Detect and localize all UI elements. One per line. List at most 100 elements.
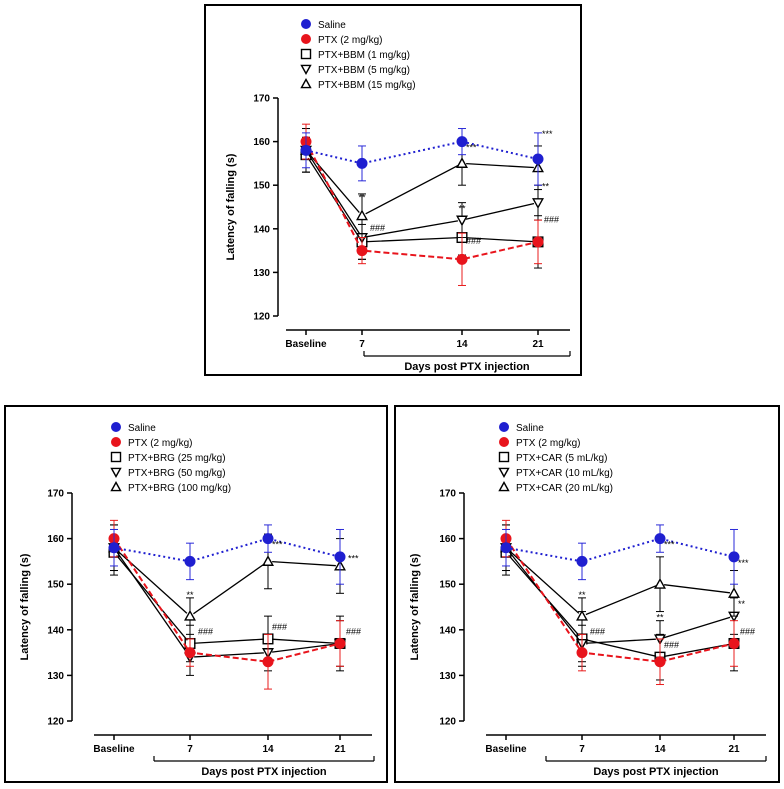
legend-label: Saline bbox=[128, 423, 156, 434]
significance-label: ### bbox=[466, 236, 481, 246]
data-point-ptx bbox=[728, 637, 740, 649]
legend-marker-square bbox=[300, 48, 312, 60]
legend-marker-square bbox=[498, 451, 510, 463]
data-point-tri-down bbox=[456, 215, 468, 227]
data-point-saline bbox=[500, 542, 512, 554]
significance-label: ### bbox=[370, 223, 385, 233]
y-tick-label: 130 bbox=[253, 268, 270, 279]
y-tick-label: 140 bbox=[47, 625, 64, 636]
y-tick-label: 140 bbox=[253, 224, 270, 235]
significance-label: ** bbox=[738, 599, 746, 609]
x-tick-label: Baseline bbox=[485, 744, 527, 755]
legend-label: PTX+BRG (50 mg/kg) bbox=[128, 468, 226, 479]
series-line-square bbox=[305, 154, 539, 243]
data-point-ptx bbox=[576, 647, 588, 659]
series-line-tri-down bbox=[305, 149, 539, 239]
y-tick-label: 160 bbox=[47, 534, 64, 545]
chart-svg-bottom-left: Saline PTX (2 mg/kg) PTX+BRG (25 mg/kg) PTX… bbox=[19, 422, 375, 778]
chart-svg-bottom-right: Saline PTX (2 mg/kg) PTX+CAR (5 mL/kg) PTX+… bbox=[409, 422, 767, 778]
x-group-label: Days post PTX injection bbox=[593, 766, 719, 778]
legend-label: PTX+BBM (1 mg/kg) bbox=[318, 50, 410, 61]
series-line-tri-up bbox=[505, 547, 735, 617]
legend-label: PTX+BRG (25 mg/kg) bbox=[128, 453, 226, 464]
x-tick-label: 14 bbox=[456, 339, 468, 350]
significance-label: ### bbox=[272, 622, 287, 632]
x-tick-label: 21 bbox=[334, 744, 346, 755]
series-line-ptx bbox=[113, 538, 341, 663]
data-point-tri-up bbox=[576, 609, 588, 621]
legend-label: Saline bbox=[318, 20, 346, 31]
significance-label: *** bbox=[542, 129, 553, 139]
series-line-saline bbox=[305, 140, 539, 165]
legend-marker-ptx bbox=[111, 437, 121, 447]
series-line-tri-down bbox=[113, 547, 341, 658]
significance-label: ### bbox=[346, 626, 361, 636]
data-point-tri-up bbox=[356, 209, 368, 221]
data-point-saline bbox=[728, 551, 740, 563]
data-point-saline bbox=[356, 157, 368, 169]
y-tick-label: 120 bbox=[253, 312, 270, 323]
significance-label: ** bbox=[358, 192, 366, 202]
series-line-tri-up bbox=[305, 149, 539, 217]
data-point-saline bbox=[262, 533, 274, 545]
data-point-saline bbox=[334, 551, 346, 563]
data-point-saline bbox=[456, 136, 468, 148]
chart-panel-bottom-right: Saline PTX (2 mg/kg) PTX+CAR (5 mL/kg) PTX+… bbox=[394, 405, 780, 783]
x-tick-label: Baseline bbox=[285, 339, 327, 350]
data-point-saline bbox=[300, 144, 312, 156]
legend-marker-tri-up bbox=[110, 481, 122, 492]
x-tick-label: Baseline bbox=[93, 744, 135, 755]
legend-marker-ptx bbox=[301, 34, 311, 44]
x-tick-label: 21 bbox=[532, 339, 544, 350]
y-axis-title: Latency of falling (s) bbox=[225, 153, 237, 260]
legend-label: PTX+BBM (15 mg/kg) bbox=[318, 80, 416, 91]
data-point-tri-up bbox=[728, 587, 740, 598]
significance-label: ** bbox=[578, 590, 586, 600]
x-tick-label: 14 bbox=[262, 744, 274, 755]
y-tick-label: 130 bbox=[47, 671, 64, 682]
legend-marker-saline bbox=[301, 19, 311, 29]
y-axis-title: Latency of falling (s) bbox=[409, 553, 421, 660]
data-point-tri-up bbox=[184, 609, 196, 621]
chart-panel-top: Saline PTX (2 mg/kg) PTX+BBM (1 mg/kg) PTX+… bbox=[204, 4, 582, 376]
data-point-ptx bbox=[334, 637, 346, 649]
y-axis-title: Latency of falling (s) bbox=[19, 553, 31, 660]
y-tick-label: 170 bbox=[439, 489, 456, 500]
series-line-tri-down bbox=[505, 547, 735, 645]
y-tick-label: 150 bbox=[439, 580, 456, 591]
series-line-ptx bbox=[505, 538, 735, 663]
data-point-saline bbox=[532, 153, 544, 165]
series-line-saline bbox=[505, 537, 735, 563]
x-group-label: Days post PTX injection bbox=[201, 766, 327, 778]
legend-marker-square bbox=[110, 451, 122, 463]
significance-label: *** bbox=[272, 540, 283, 550]
significance-label: ** bbox=[458, 203, 466, 213]
legend-label: Saline bbox=[516, 423, 544, 434]
legend-label: PTX+CAR (20 mL/kg) bbox=[516, 483, 613, 494]
x-tick-label: 14 bbox=[654, 744, 666, 755]
significance-label: ** bbox=[186, 590, 194, 600]
data-point-ptx bbox=[654, 656, 666, 668]
data-point-tri-up bbox=[262, 555, 274, 566]
significance-label: ### bbox=[664, 640, 679, 650]
data-point-saline bbox=[184, 555, 196, 567]
significance-label: ### bbox=[590, 626, 605, 636]
significance-label: ** bbox=[656, 613, 664, 623]
legend-marker-tri-up bbox=[300, 78, 312, 89]
legend-marker-tri-up bbox=[498, 481, 510, 492]
data-point-ptx bbox=[532, 236, 544, 248]
chart-panel-bottom-left: Saline PTX (2 mg/kg) PTX+BRG (25 mg/kg) PTX… bbox=[4, 405, 388, 783]
significance-label: *** bbox=[348, 553, 359, 563]
y-tick-label: 140 bbox=[439, 625, 456, 636]
y-tick-label: 170 bbox=[253, 94, 270, 105]
data-point-ptx bbox=[356, 245, 368, 257]
legend-label: PTX+CAR (5 mL/kg) bbox=[516, 453, 607, 464]
chart-svg-top: Saline PTX (2 mg/kg) PTX+BBM (1 mg/kg) PTX+… bbox=[225, 19, 571, 373]
y-tick-label: 160 bbox=[253, 137, 270, 148]
series-line-tri-up bbox=[113, 547, 341, 617]
series-line-ptx bbox=[305, 141, 539, 261]
significance-label: ### bbox=[198, 626, 213, 636]
y-tick-label: 120 bbox=[47, 717, 64, 728]
legend-label: PTX (2 mg/kg) bbox=[516, 438, 580, 449]
data-point-tri-down bbox=[532, 198, 544, 209]
